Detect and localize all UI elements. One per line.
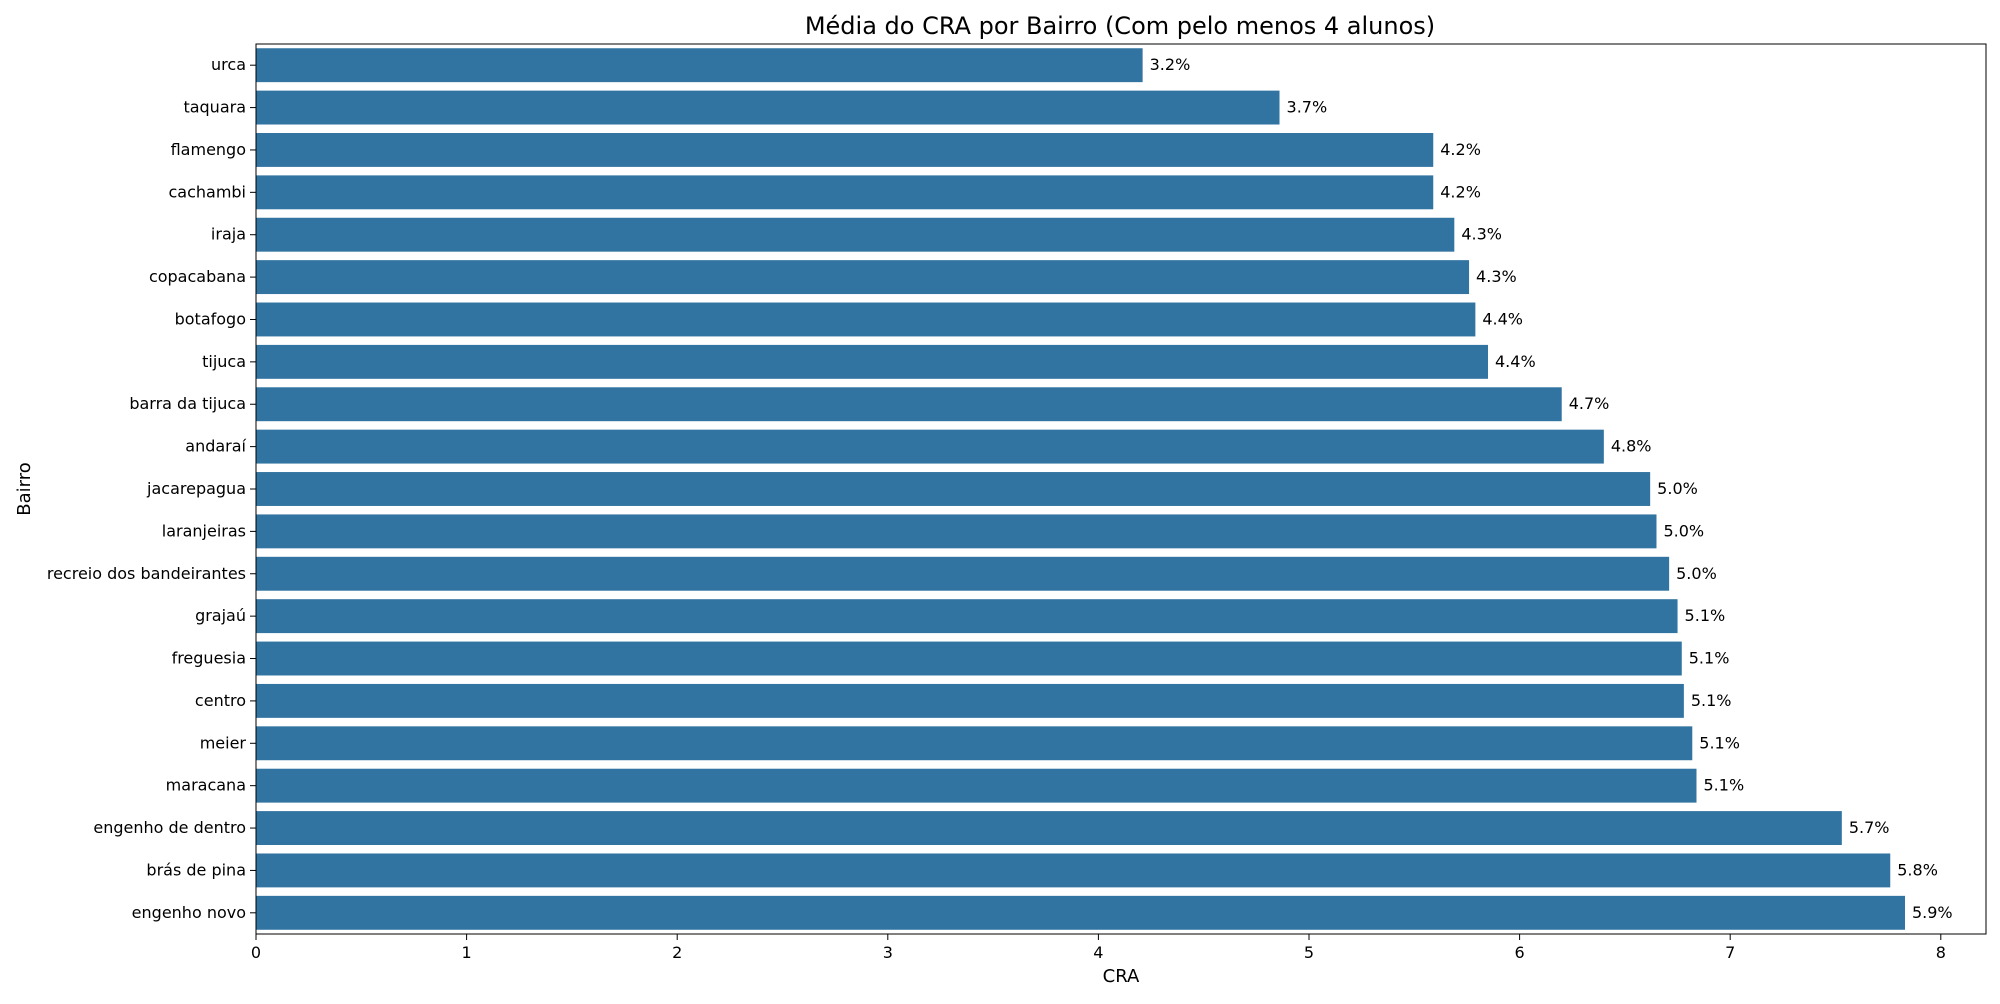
y-tick-label-11: laranjeiras [162, 521, 246, 540]
data-label-12: 5.0% [1676, 564, 1717, 583]
x-tick-label-6: 6 [1515, 943, 1525, 962]
y-tick-label-4: iraja [211, 225, 246, 244]
bar-16 [256, 726, 1693, 761]
data-label-15: 5.1% [1691, 691, 1732, 710]
y-tick-label-5: copacabana [149, 267, 246, 286]
x-axis-ticks: 0 1 2 3 4 5 6 7 8 [251, 934, 1946, 962]
y-tick-label-17: maracana [166, 776, 246, 795]
bar-0 [256, 48, 1143, 83]
bar-15 [256, 683, 1684, 718]
data-label-5: 4.3% [1476, 267, 1517, 286]
x-tick-label-5: 5 [1304, 943, 1314, 962]
bar-17 [256, 768, 1697, 803]
data-label-10: 5.0% [1657, 479, 1698, 498]
data-label-2: 4.2% [1440, 140, 1481, 159]
x-tick-label-8: 8 [1936, 943, 1946, 962]
bar-11 [256, 514, 1657, 549]
x-tick-label-0: 0 [251, 943, 261, 962]
data-label-4: 4.3% [1461, 225, 1502, 244]
bar-10 [256, 472, 1651, 506]
bar-3 [256, 175, 1434, 210]
bar-1 [256, 90, 1280, 125]
data-label-13: 5.1% [1685, 606, 1726, 625]
bar-8 [256, 387, 1562, 422]
bar-6 [256, 302, 1476, 337]
y-tick-label-10: jacarepagua [146, 479, 246, 498]
data-label-1: 3.7% [1287, 98, 1328, 117]
data-label-7: 4.4% [1495, 352, 1536, 371]
y-tick-label-1: taquara [183, 98, 246, 117]
data-label-3: 4.2% [1440, 182, 1481, 201]
y-tick-label-20: engenho novo [132, 903, 246, 922]
data-label-9: 4.8% [1611, 437, 1652, 456]
y-tick-label-8: barra da tijuca [129, 394, 246, 413]
x-axis-label: CRA [1103, 966, 1140, 987]
value-labels-layer: 3.2% 3.7% 4.2% 4.2% 4.3% 4.3% 4.4% 4.4% 4.7% 4.8%… [1150, 55, 1953, 922]
data-label-20: 5.9% [1912, 903, 1953, 922]
y-tick-label-18: engenho de dentro [93, 818, 246, 837]
y-tick-label-9: andaraí [185, 437, 246, 456]
x-tick-label-4: 4 [1093, 943, 1103, 962]
x-tick-label-2: 2 [672, 943, 682, 962]
x-tick-label-1: 1 [462, 943, 472, 962]
y-tick-label-3: cachambi [168, 182, 246, 201]
bar-18 [256, 811, 1842, 845]
data-label-19: 5.8% [1897, 860, 1938, 879]
y-tick-label-19: brás de pina [146, 860, 246, 879]
y-tick-label-6: botafogo [175, 309, 246, 328]
y-tick-label-0: urca [211, 55, 246, 74]
bar-19 [256, 853, 1891, 888]
bar-14 [256, 641, 1682, 676]
y-tick-label-16: meier [200, 733, 247, 752]
x-tick-label-7: 7 [1725, 943, 1735, 962]
bars-layer [256, 48, 1905, 930]
data-label-14: 5.1% [1689, 649, 1730, 668]
x-tick-label-3: 3 [883, 943, 893, 962]
y-tick-label-2: flamengo [171, 140, 246, 159]
y-tick-label-14: freguesia [172, 649, 246, 668]
data-label-18: 5.7% [1849, 818, 1890, 837]
y-axis-ticks: urca taquara flamengo cachambi iraja copacaba… [47, 55, 256, 922]
data-label-0: 3.2% [1150, 55, 1191, 74]
y-tick-label-7: tijuca [202, 352, 246, 371]
bar-5 [256, 260, 1470, 295]
data-label-6: 4.4% [1482, 309, 1523, 328]
y-tick-label-15: centro [195, 691, 246, 710]
plot-frame [255, 43, 1987, 935]
bar-9 [256, 429, 1604, 464]
bar-2 [256, 133, 1434, 167]
data-label-16: 5.1% [1699, 733, 1740, 752]
bar-4 [256, 217, 1455, 252]
data-label-11: 5.0% [1663, 521, 1704, 540]
bar-12 [256, 556, 1670, 591]
data-label-8: 4.7% [1569, 394, 1610, 413]
data-label-17: 5.1% [1704, 776, 1745, 795]
y-axis-label: Bairro [14, 462, 35, 515]
bar-7 [256, 344, 1489, 379]
bar-13 [256, 599, 1678, 634]
chart-title: Média do CRA por Bairro (Com pelo menos … [805, 12, 1435, 40]
y-tick-label-13: grajaú [195, 606, 246, 625]
bar-20 [256, 895, 1905, 930]
y-tick-label-12: recreio dos bandeirantes [47, 564, 246, 583]
